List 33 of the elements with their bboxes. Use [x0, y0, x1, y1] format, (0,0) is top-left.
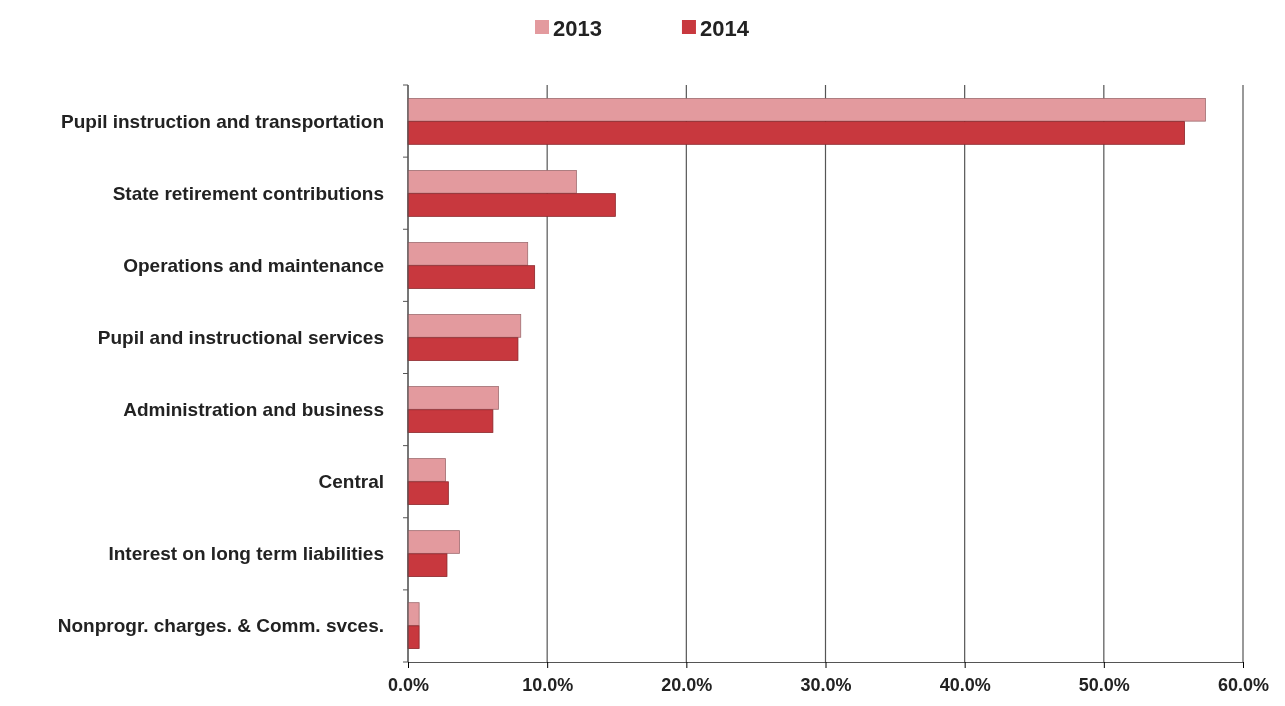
bar	[407, 337, 519, 361]
bar	[407, 602, 420, 626]
bar	[407, 481, 449, 505]
y-tick-label: Pupil and instructional services	[97, 327, 384, 349]
x-tick-label: 0.0%	[387, 674, 430, 695]
legend-label: 2014	[699, 15, 750, 41]
x-tick-label: 10.0%	[522, 674, 574, 695]
bar	[407, 265, 536, 289]
bar	[407, 530, 460, 554]
x-tick-label: 40.0%	[939, 674, 991, 695]
bar	[407, 553, 448, 577]
bar	[407, 121, 1185, 145]
bar	[407, 170, 577, 194]
y-tick-label: Interest on long term liabilities	[108, 543, 384, 565]
bar	[407, 625, 420, 649]
x-tick-label: 50.0%	[1078, 674, 1130, 695]
y-tick-label: Operations and maintenance	[123, 255, 384, 277]
y-tick-label: Central	[318, 471, 384, 493]
bar	[407, 386, 499, 410]
y-tick-label: Pupil instruction and transportation	[61, 111, 384, 133]
y-tick-label: Nonprogr. charges. & Comm. svces.	[57, 615, 384, 637]
x-tick-label: 30.0%	[800, 674, 852, 695]
legend-label: 2013	[553, 15, 602, 41]
bar	[407, 409, 494, 433]
bar	[407, 242, 529, 266]
bar	[407, 98, 1206, 122]
y-tick-label: Administration and business	[123, 399, 384, 421]
bar	[407, 193, 616, 217]
y-tick-label: State retirement contributions	[112, 183, 384, 205]
x-tick-label: 60.0%	[1217, 674, 1270, 695]
bar	[407, 458, 446, 482]
bar	[407, 314, 522, 338]
x-tick-label: 20.0%	[661, 674, 713, 695]
